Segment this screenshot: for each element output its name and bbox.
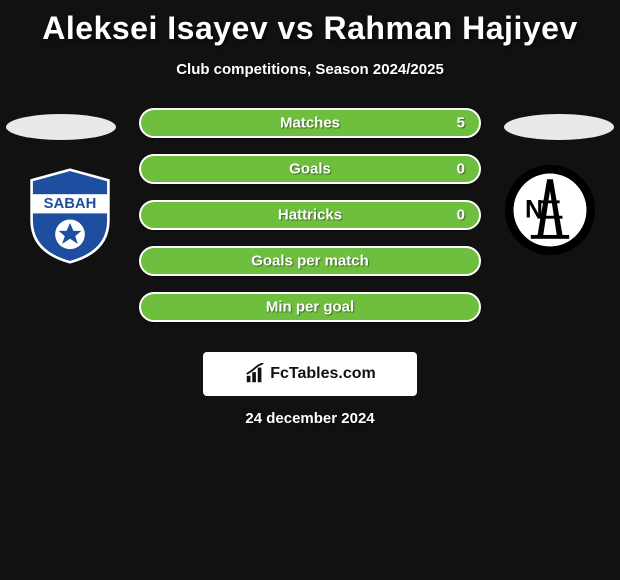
generated-date: 24 december 2024 bbox=[245, 410, 374, 427]
stat-row-goals-per-match: Goals per match bbox=[139, 246, 481, 276]
club-left-name: SABAH bbox=[44, 196, 97, 212]
stat-row-min-per-goal: Min per goal bbox=[139, 292, 481, 322]
stat-row-matches: Matches 5 bbox=[139, 108, 481, 138]
player-left-avatar-placeholder bbox=[6, 114, 116, 140]
stat-label: Matches bbox=[280, 115, 340, 132]
stat-value: 0 bbox=[457, 207, 465, 224]
subtitle: Club competitions, Season 2024/2025 bbox=[0, 61, 620, 78]
brand-badge: FcTables.com bbox=[203, 352, 417, 396]
club-right-logo: N bbox=[502, 162, 598, 258]
page-title: Aleksei Isayev vs Rahman Hajiyev bbox=[0, 0, 620, 47]
stat-value: 0 bbox=[457, 161, 465, 178]
bar-chart-icon bbox=[244, 363, 266, 385]
brand-text: FcTables.com bbox=[270, 365, 376, 383]
stat-row-goals: Goals 0 bbox=[139, 154, 481, 184]
stat-label: Goals per match bbox=[251, 253, 369, 270]
stat-label: Min per goal bbox=[266, 299, 354, 316]
stat-bars: Matches 5 Goals 0 Hattricks 0 Goals per … bbox=[139, 108, 481, 338]
stat-label: Goals bbox=[289, 161, 331, 178]
club-right-letter: N bbox=[525, 196, 543, 224]
player-right-avatar-placeholder bbox=[504, 114, 614, 140]
stat-label: Hattricks bbox=[278, 207, 342, 224]
stat-value: 5 bbox=[457, 115, 465, 132]
comparison-stage: SABAH N Matches 5 Goals 0 Hattricks 0 bbox=[0, 114, 620, 344]
stat-row-hattricks: Hattricks 0 bbox=[139, 200, 481, 230]
club-left-logo: SABAH bbox=[22, 168, 118, 264]
